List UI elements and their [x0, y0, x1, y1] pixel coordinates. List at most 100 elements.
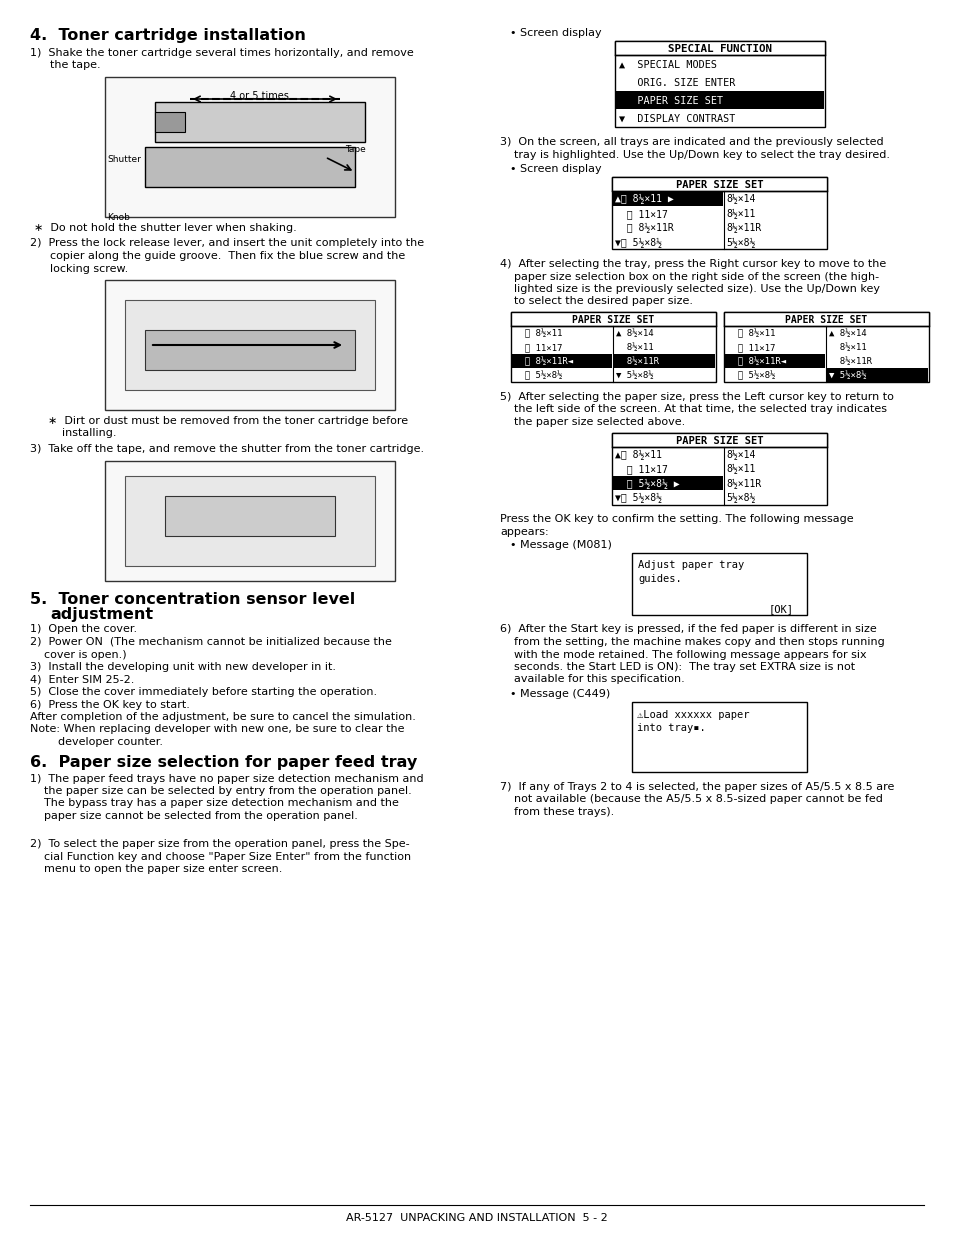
Text: 6)  Press the OK key to start.: 6) Press the OK key to start. — [30, 699, 190, 709]
Text: ▲① 8½×11: ▲① 8½×11 — [615, 450, 661, 459]
Text: ② 11×17: ② 11×17 — [726, 343, 775, 352]
Text: 3)  On the screen, all trays are indicated and the previously selected: 3) On the screen, all trays are indicate… — [499, 137, 882, 147]
Text: The bypass tray has a paper size detection mechanism and the: The bypass tray has a paper size detecti… — [30, 799, 398, 809]
Text: not available (because the A5/5.5 x 8.5-sized paper cannot be fed: not available (because the A5/5.5 x 8.5-… — [499, 794, 882, 804]
Text: appears:: appears: — [499, 527, 548, 537]
Bar — [612, 177, 826, 191]
Circle shape — [355, 504, 365, 514]
Text: from the setting, the machine makes copy and then stops running: from the setting, the machine makes copy… — [499, 637, 883, 647]
Text: from these trays).: from these trays). — [499, 806, 614, 818]
Text: ∗  Do not hold the shutter lever when shaking.: ∗ Do not hold the shutter lever when sha… — [34, 224, 296, 233]
Text: ② 11×17: ② 11×17 — [615, 464, 667, 474]
Text: ② 11×17: ② 11×17 — [514, 343, 561, 352]
Circle shape — [355, 485, 365, 495]
Text: • Screen display: • Screen display — [510, 164, 601, 174]
Text: tray is highlighted. Use the Up/Down key to select the tray desired.: tray is highlighted. Use the Up/Down key… — [499, 149, 889, 159]
Text: PAPER SIZE SET: PAPER SIZE SET — [675, 180, 762, 190]
Text: ④ 5½×8½: ④ 5½×8½ — [514, 372, 561, 380]
Text: ▼ 5½×8½: ▼ 5½×8½ — [828, 372, 866, 380]
Text: the paper size selected above.: the paper size selected above. — [499, 417, 684, 427]
Text: 5)  Close the cover immediately before starting the operation.: 5) Close the cover immediately before st… — [30, 687, 376, 697]
Text: with the mode retained. The following message appears for six: with the mode retained. The following me… — [499, 650, 865, 659]
Text: 2)  Press the lock release lever, and insert the unit completely into the: 2) Press the lock release lever, and ins… — [30, 238, 424, 248]
Text: PAPER SIZE SET: PAPER SIZE SET — [784, 315, 866, 325]
Text: adjustment: adjustment — [50, 606, 153, 621]
Bar — [615, 41, 824, 56]
Text: ③ 5½×8½ ▶: ③ 5½×8½ ▶ — [615, 479, 679, 489]
Text: PAPER SIZE SET: PAPER SIZE SET — [675, 436, 762, 446]
Text: 1)  The paper feed trays have no paper size detection mechanism and: 1) The paper feed trays have no paper si… — [30, 773, 423, 783]
Bar — [105, 77, 395, 217]
Text: ▲  SPECIAL MODES: ▲ SPECIAL MODES — [618, 61, 717, 70]
Text: cial Function key and choose "Paper Size Enter" from the function: cial Function key and choose "Paper Size… — [30, 851, 411, 862]
Text: 6)  After the Start key is pressed, if the fed paper is different in size: 6) After the Start key is pressed, if th… — [499, 625, 876, 635]
Bar — [145, 330, 355, 370]
Text: 8½×14: 8½×14 — [726, 194, 756, 204]
Text: 8½×11R: 8½×11R — [616, 357, 659, 367]
Text: 7)  If any of Trays 2 to 4 is selected, the paper sizes of A5/5.5 x 8.5 are: 7) If any of Trays 2 to 4 is selected, t… — [499, 782, 894, 792]
Text: ▼④ 5½×8½: ▼④ 5½×8½ — [615, 493, 661, 503]
Text: Press the OK key to confirm the setting. The following message: Press the OK key to confirm the setting.… — [499, 515, 853, 525]
Text: the tape.: the tape. — [50, 61, 100, 70]
Text: paper size cannot be selected from the operation panel.: paper size cannot be selected from the o… — [30, 811, 357, 821]
Text: available for this specification.: available for this specification. — [499, 674, 684, 684]
Text: Knob: Knob — [107, 212, 130, 222]
Bar — [145, 147, 355, 186]
Text: ▼ 5½×8½: ▼ 5½×8½ — [616, 372, 654, 380]
Text: 8½×11R: 8½×11R — [726, 224, 761, 233]
Text: 3)  Install the developing unit with new developer in it.: 3) Install the developing unit with new … — [30, 662, 335, 672]
Text: 5)  After selecting the paper size, press the Left cursor key to return to: 5) After selecting the paper size, press… — [499, 391, 893, 403]
Circle shape — [355, 521, 365, 531]
Text: • Message (M081): • Message (M081) — [510, 540, 611, 550]
Bar — [511, 312, 716, 382]
Text: ① 8½×11: ① 8½×11 — [726, 330, 775, 338]
Bar — [125, 475, 375, 566]
Text: 8½×11: 8½×11 — [726, 464, 756, 474]
Text: Tape: Tape — [345, 144, 365, 154]
Bar — [105, 461, 395, 580]
Bar — [631, 552, 806, 615]
Text: Note: When replacing developer with new one, be sure to clear the: Note: When replacing developer with new … — [30, 725, 404, 735]
Text: ⚠Load xxxxxx paper: ⚠Load xxxxxx paper — [637, 710, 749, 720]
Text: guides.: guides. — [638, 573, 681, 583]
Text: ② 11×17: ② 11×17 — [615, 209, 667, 219]
Text: 4)  After selecting the tray, press the Right cursor key to move to the: 4) After selecting the tray, press the R… — [499, 259, 885, 269]
Text: ▲① 8½×11 ▶: ▲① 8½×11 ▶ — [615, 194, 673, 204]
Bar — [615, 41, 824, 127]
Text: to select the desired paper size.: to select the desired paper size. — [499, 296, 692, 306]
Text: 4 or 5 times: 4 or 5 times — [230, 91, 289, 101]
Text: 8½×11: 8½×11 — [726, 209, 756, 219]
Text: locking screw.: locking screw. — [50, 263, 128, 273]
Text: seconds. the Start LED is ON):  The tray set EXTRA size is not: seconds. the Start LED is ON): The tray … — [499, 662, 854, 672]
Bar — [616, 91, 823, 109]
Text: ∗  Dirt or dust must be removed from the toner cartridge before: ∗ Dirt or dust must be removed from the … — [48, 416, 408, 426]
Text: PAPER SIZE SET: PAPER SIZE SET — [618, 96, 722, 106]
Text: • Screen display: • Screen display — [510, 28, 601, 38]
Text: lighted size is the previously selected size). Use the Up/Down key: lighted size is the previously selected … — [499, 284, 879, 294]
Text: ▲ 8½×14: ▲ 8½×14 — [616, 330, 654, 338]
Bar — [826, 368, 927, 382]
Text: 5½×8½: 5½×8½ — [726, 238, 756, 248]
Text: 2)  To select the paper size from the operation panel, press the Spe-: 2) To select the paper size from the ope… — [30, 839, 409, 848]
Text: After completion of the adjustment, be sure to cancel the simulation.: After completion of the adjustment, be s… — [30, 713, 416, 722]
Bar — [631, 701, 806, 772]
Text: ③ 8½×11R◄: ③ 8½×11R◄ — [514, 357, 573, 367]
Text: 6.  Paper size selection for paper feed tray: 6. Paper size selection for paper feed t… — [30, 756, 416, 771]
Bar — [612, 432, 826, 505]
Bar — [724, 354, 824, 368]
Text: installing.: installing. — [62, 429, 116, 438]
Bar — [613, 475, 722, 490]
Text: 1)  Shake the toner cartridge several times horizontally, and remove: 1) Shake the toner cartridge several tim… — [30, 48, 414, 58]
Bar — [512, 354, 612, 368]
Text: 8½×11R: 8½×11R — [726, 479, 761, 489]
Text: Adjust paper tray: Adjust paper tray — [638, 561, 743, 571]
Text: Shutter: Shutter — [107, 156, 141, 164]
Text: the paper size can be selected by entry from the operation panel.: the paper size can be selected by entry … — [30, 785, 412, 797]
Text: ③ 8½×11R◄: ③ 8½×11R◄ — [726, 357, 785, 367]
Text: copier along the guide groove.  Then fix the blue screw and the: copier along the guide groove. Then fix … — [50, 251, 405, 261]
Bar — [154, 103, 365, 142]
Text: 8½×11: 8½×11 — [828, 343, 866, 352]
Text: ① 8½×11: ① 8½×11 — [514, 330, 561, 338]
Bar — [613, 191, 722, 205]
Text: 3)  Take off the tape, and remove the shutter from the toner cartridge.: 3) Take off the tape, and remove the shu… — [30, 445, 424, 454]
